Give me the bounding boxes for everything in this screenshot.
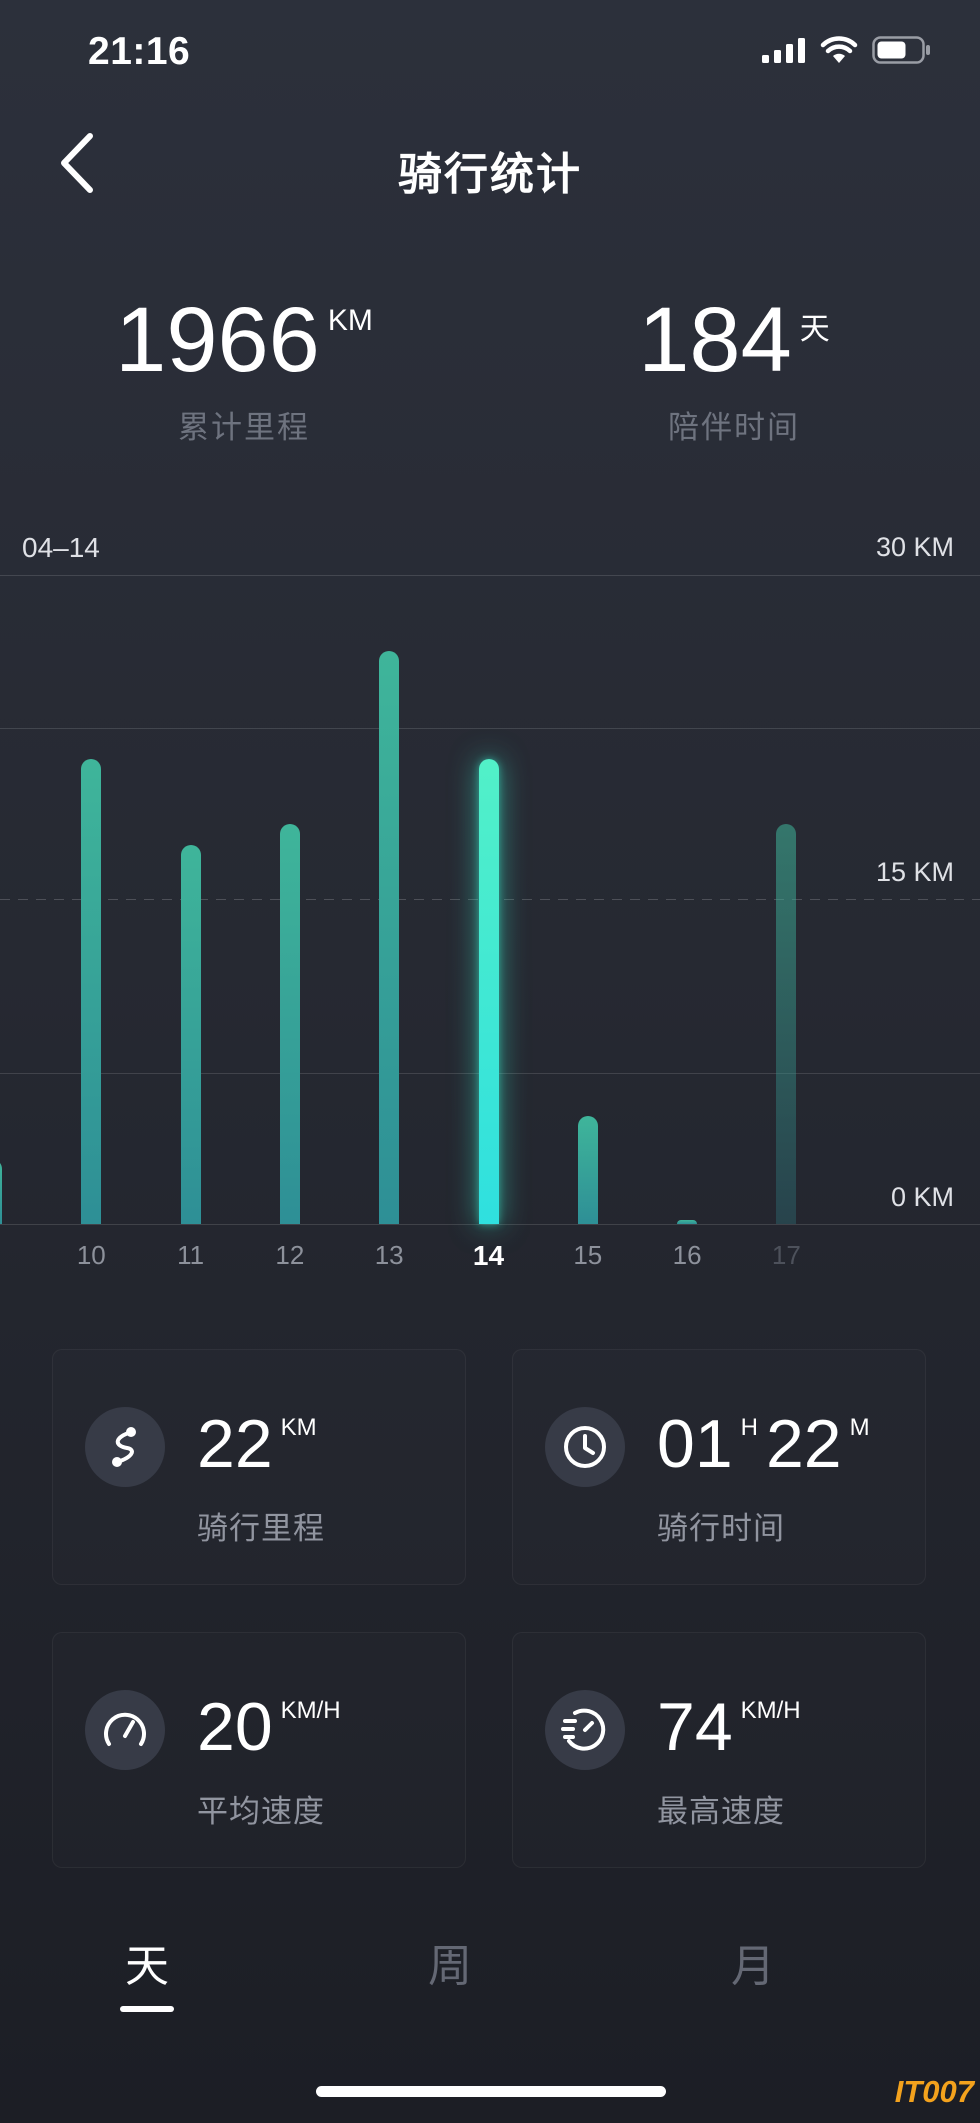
chart-date-label: 04–14 (22, 532, 100, 563)
clock-icon (545, 1407, 625, 1487)
watermark: IT007 (894, 2074, 974, 2109)
ride-time-hours: 01 (657, 1406, 733, 1482)
battery-icon (872, 36, 930, 64)
x-axis-label-10[interactable]: 10 (76, 1240, 106, 1270)
x-axis-label-14[interactable]: 14 (472, 1240, 505, 1271)
companion-time-label: 陪伴时间 (668, 410, 800, 445)
chart-bar-9[interactable] (0, 1159, 2, 1224)
ride-time-hours-unit: H (740, 1414, 758, 1441)
gridline-top (0, 575, 980, 576)
companion-time-unit: 天 (799, 313, 830, 346)
ride-distance-unit: KM (280, 1414, 317, 1441)
tab-day[interactable]: 天 (125, 1942, 169, 1991)
avg-speed-unit: KM/H (280, 1697, 341, 1724)
route-icon (85, 1407, 165, 1487)
avg-speed-label: 平均速度 (197, 1794, 325, 1829)
stat-card-time: 01 H 22 M 骑行时间 (512, 1349, 926, 1585)
status-icons (762, 36, 932, 64)
top-speed-value-group: 74 KM/H (657, 1691, 809, 1763)
total-distance-value: 1966 (115, 289, 320, 391)
x-axis-label-17[interactable]: 17 (771, 1240, 801, 1270)
stat-card-distance: 22 KM 骑行里程 (52, 1349, 466, 1585)
ride-time-value-group: 01 H 22 M (657, 1408, 878, 1480)
cellular-signal-icon (762, 38, 805, 63)
top-speed-label: 最高速度 (657, 1794, 785, 1829)
x-axis-label-16[interactable]: 16 (672, 1240, 702, 1270)
gridline-baseline (0, 1224, 980, 1225)
chart-bar-15[interactable] (577, 1115, 598, 1224)
ride-time-label: 骑行时间 (657, 1511, 785, 1546)
total-distance-summary: 1966 KM 累计里程 (34, 290, 454, 447)
y-axis-mid-label: 15 KM (875, 857, 954, 887)
x-axis-label-12[interactable]: 12 (275, 1240, 305, 1270)
top-speed-value: 74 (657, 1689, 733, 1765)
companion-time-value: 184 (638, 289, 792, 391)
chart-bar-17[interactable] (776, 823, 797, 1224)
gridline (0, 1073, 980, 1074)
companion-time-summary: 184 天 陪伴时间 (524, 290, 944, 447)
active-tab-indicator (120, 2006, 174, 2012)
page-title: 骑行统计 (398, 150, 582, 199)
y-axis-max-label: 30 KM (875, 532, 954, 562)
speedometer-icon (85, 1690, 165, 1770)
stat-card-avg-speed: 20 KM/H 平均速度 (52, 1632, 466, 1868)
top-speed-unit: KM/H (740, 1697, 801, 1724)
total-distance-label: 累计里程 (178, 410, 310, 445)
gridline-mid (0, 899, 980, 900)
home-indicator[interactable] (316, 2086, 666, 2097)
ride-time-minutes-unit: M (849, 1414, 870, 1441)
ride-distance-value-group: 22 KM (197, 1408, 325, 1480)
x-axis-label-11[interactable]: 11 (177, 1240, 205, 1270)
ride-distance-label: 骑行里程 (197, 1511, 325, 1546)
chart-bar-14[interactable] (478, 758, 499, 1224)
gridline (0, 728, 980, 729)
wifi-icon (820, 36, 858, 63)
chart-bar-11[interactable] (180, 845, 201, 1224)
ride-distance-value: 22 (197, 1406, 273, 1482)
avg-speed-value: 20 (197, 1689, 273, 1765)
ride-time-minutes: 22 (765, 1406, 842, 1482)
status-time: 21:16 (88, 30, 191, 73)
chart-bar-10[interactable] (81, 758, 102, 1224)
avg-speed-value-group: 20 KM/H (197, 1691, 349, 1763)
chart-bar-13[interactable] (379, 650, 400, 1224)
chart-bar-12[interactable] (279, 823, 300, 1224)
x-axis-label-15[interactable]: 15 (573, 1240, 603, 1270)
stat-card-top-speed: 74 KM/H 最高速度 (512, 1632, 926, 1868)
total-distance-unit: KM (327, 304, 373, 337)
back-button[interactable] (50, 128, 110, 198)
top-speed-icon (545, 1690, 625, 1770)
tab-week[interactable]: 周 (428, 1942, 472, 1991)
chevron-left-icon (61, 133, 93, 193)
x-axis-label-13[interactable]: 13 (374, 1240, 404, 1270)
tab-month[interactable]: 月 (731, 1942, 775, 1991)
y-axis-min-label: 0 KM (890, 1182, 954, 1212)
